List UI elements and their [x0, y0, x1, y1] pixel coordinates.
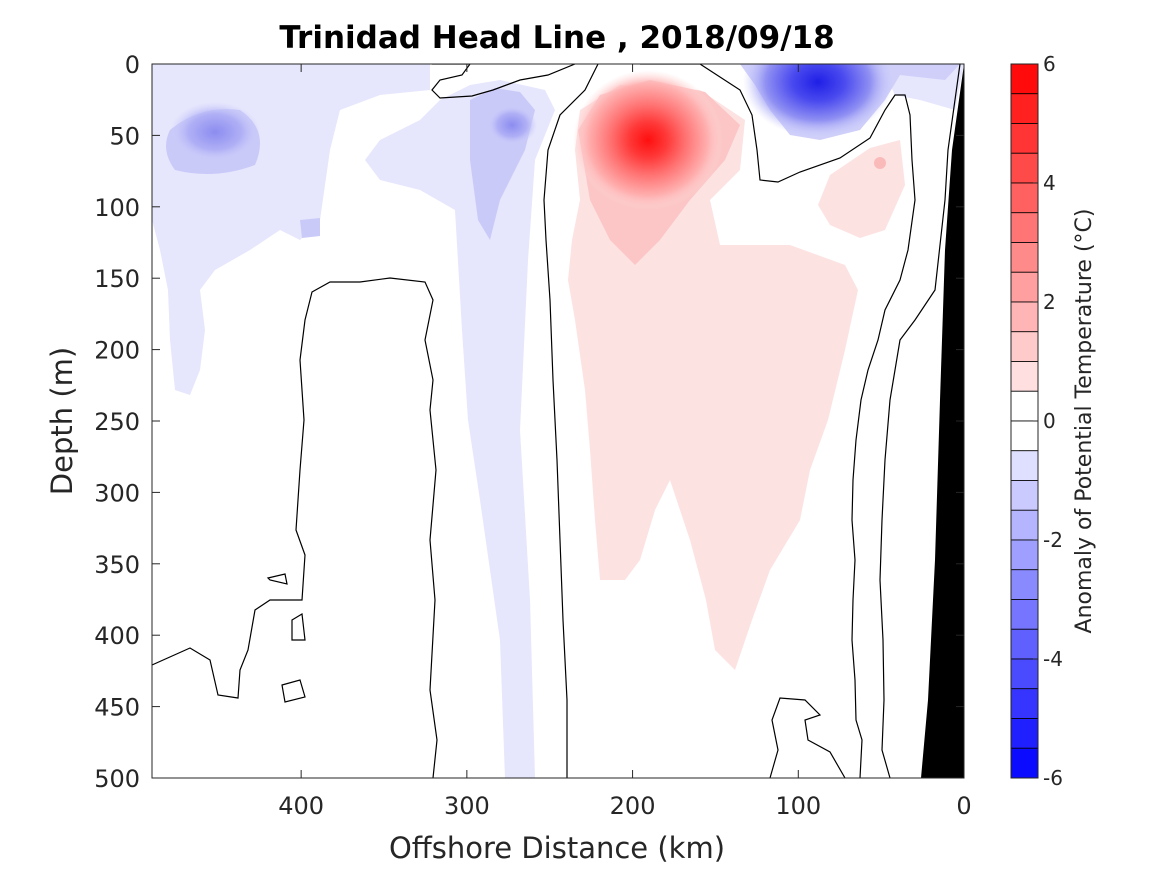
y-tick-label: 250	[94, 408, 140, 436]
colorbar-level	[1010, 331, 1039, 362]
colorbar-level	[1010, 242, 1039, 273]
y-tick-label: 0	[125, 51, 140, 79]
colorbar-level	[1010, 182, 1039, 214]
x-tick-label: 0	[956, 792, 971, 820]
y-tick-label: 50	[109, 122, 140, 150]
colorbar-tick-label: -2	[1043, 528, 1063, 552]
colorbar-tick-label: 4	[1043, 171, 1056, 195]
x-axis-label: Offshore Distance (km)	[389, 831, 725, 865]
y-tick-label: 300	[94, 479, 140, 507]
y-tick-label: 200	[94, 337, 140, 365]
x-tick-label: 200	[610, 792, 656, 820]
colorbar-level	[1010, 628, 1039, 660]
colorbar-level	[1010, 123, 1039, 154]
colorbar-tick-label: -6	[1043, 766, 1063, 790]
colorbar-level	[1010, 569, 1039, 600]
y-tick-label: 400	[94, 622, 140, 650]
cold-anomaly-offshore-core	[170, 102, 260, 162]
y-tick-label: 100	[94, 194, 140, 222]
y-tick-label: 350	[94, 551, 140, 579]
chart-title: Trinidad Head Line , 2018/09/18	[279, 20, 834, 56]
cold-anomaly-band-core	[487, 105, 537, 145]
colorbar-level	[1010, 152, 1039, 184]
colorbar-level	[1010, 747, 1039, 779]
colorbar-level	[1010, 509, 1039, 541]
cold-anomaly-core	[743, 64, 893, 137]
colorbar-tick-label: -4	[1043, 647, 1063, 671]
colorbar: 6 4 2 0 -2 -4 -6	[1010, 52, 1063, 790]
warm-anomaly-core	[573, 70, 723, 210]
x-tick-label: 400	[278, 792, 324, 820]
colorbar-level	[1010, 271, 1039, 303]
colorbar-tick-label: 2	[1043, 290, 1056, 314]
y-axis: 0 50 100 150 200 250 300 350 400 450 500	[94, 51, 964, 793]
y-tick-label: 450	[94, 694, 140, 722]
colorbar-level	[1010, 688, 1039, 719]
colorbar-level	[1010, 658, 1039, 690]
warm-anomaly-nearshore-dot	[874, 157, 886, 169]
y-tick-label: 150	[94, 265, 140, 293]
colorbar-level	[1010, 212, 1039, 243]
y-tick-label: 500	[94, 765, 140, 793]
colorbar-level	[1010, 361, 1039, 392]
x-tick-label: 300	[444, 792, 490, 820]
colorbar-level	[1010, 599, 1039, 630]
x-axis: 400 300 200 100 0	[278, 64, 972, 820]
zero-contours	[152, 64, 961, 778]
colorbar-level	[1010, 539, 1039, 571]
seafloor-bathymetry	[921, 64, 964, 778]
colorbar-tick-label: 0	[1043, 409, 1056, 433]
colorbar-level	[1010, 390, 1039, 422]
colorbar-tick-label: 6	[1043, 52, 1056, 76]
colorbar-level	[1010, 718, 1039, 749]
x-tick-label: 100	[775, 792, 821, 820]
colorbar-level	[1010, 93, 1039, 124]
colorbar-level	[1010, 480, 1039, 511]
plot-area	[152, 64, 964, 778]
colorbar-level	[1010, 301, 1039, 333]
colorbar-label: Anomaly of Potential Temperature (°C)	[1072, 209, 1097, 634]
colorbar-level	[1010, 450, 1039, 481]
y-axis-label: Depth (m)	[45, 347, 79, 495]
colorbar-level	[1010, 63, 1039, 95]
colorbar-level	[1010, 420, 1039, 452]
